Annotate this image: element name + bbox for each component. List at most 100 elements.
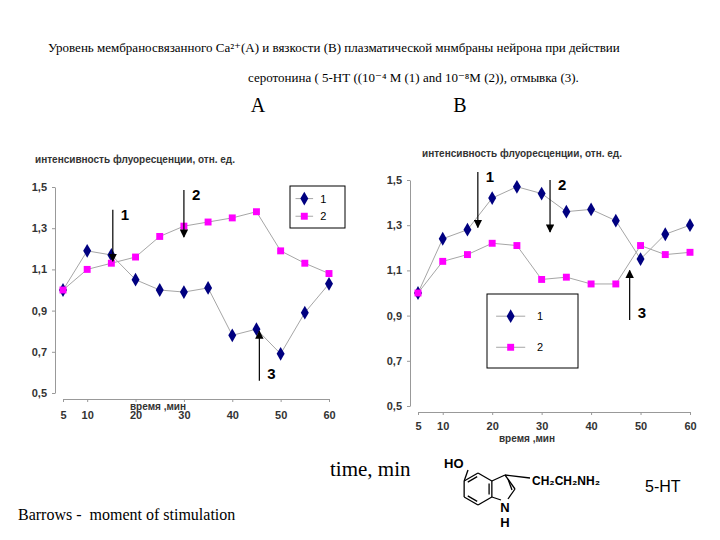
point: [687, 249, 694, 256]
bond: [491, 481, 492, 497]
x-tick: 5: [60, 399, 66, 421]
x-tick-mark: [418, 412, 419, 415]
point: [132, 254, 139, 261]
y-tick: 0,7: [32, 346, 55, 358]
y-tick-mark: [52, 393, 55, 394]
y-tick-label: 0,9: [387, 310, 402, 322]
compound-name: 5-HT: [645, 478, 681, 495]
y-tick-mark: [407, 180, 410, 181]
legend-label: 1: [537, 310, 543, 322]
x-tick-mark: [232, 399, 233, 402]
y-tick-label: 0,7: [387, 355, 402, 367]
x-tick-label: 40: [585, 420, 597, 432]
x-tick-mark: [63, 399, 64, 402]
double-bond: [468, 496, 477, 501]
arrow: [629, 270, 630, 320]
arrow: [183, 190, 184, 237]
point: [84, 266, 91, 273]
plot-area: [414, 180, 694, 300]
y-tick-mark: [52, 187, 55, 188]
x-tick-mark: [690, 412, 691, 415]
point: [588, 280, 595, 287]
bond: [508, 489, 515, 499]
x-tick-label: 30: [536, 420, 548, 432]
y-axis-line: [410, 181, 411, 407]
point: [204, 281, 212, 295]
x-axis-line: [419, 412, 691, 413]
point: [108, 260, 115, 267]
double-bond: [468, 477, 477, 482]
point: [301, 306, 309, 320]
point: [538, 276, 545, 283]
bond: [492, 475, 505, 481]
point: [253, 208, 260, 215]
point: [205, 219, 212, 226]
point: [277, 347, 285, 361]
y-tick-mark: [52, 228, 55, 229]
series-line: [63, 251, 329, 354]
y-tick-label: 1,3: [32, 222, 47, 234]
x-tick: 10: [437, 412, 449, 432]
y-tick-label: 0,9: [32, 305, 47, 317]
title: Уровень мембраносвязанного Са²⁺(А) и вяз…: [48, 40, 620, 55]
x-tick-label: 5: [415, 420, 421, 432]
bond: [478, 497, 492, 505]
legend-label: 1: [320, 193, 326, 205]
y-tick-mark: [52, 269, 55, 270]
point: [301, 260, 308, 267]
x-tick-label: 20: [130, 409, 142, 421]
y-tick-label: 1,3: [387, 219, 402, 231]
point: [463, 223, 471, 237]
x-tick: 60: [323, 399, 335, 421]
arrow-label: 3: [638, 304, 646, 321]
x-tick: 20: [130, 399, 142, 421]
slide: Уровень мембраносвязанного Са²⁺(А) и вяз…: [0, 0, 720, 540]
chart: интенсивность флуоресценции, отн. ед.вре…: [32, 154, 345, 421]
x-tick: 10: [82, 399, 94, 421]
legend-label: 2: [537, 341, 543, 353]
x-tick-label: 40: [227, 409, 239, 421]
chart: интенсивность флуоресценции, отн. ед.вре…: [387, 148, 697, 444]
x-tick-mark: [281, 399, 282, 402]
legend-box: [290, 186, 345, 228]
arrow-label: 2: [558, 176, 566, 193]
formula-chain: CH₂CH₂NH₂: [532, 474, 600, 488]
y-tick: 1,1: [32, 263, 55, 275]
point: [83, 244, 91, 258]
point: [637, 252, 645, 266]
arrow-label: 1: [121, 206, 129, 223]
legend-box: [487, 294, 578, 368]
x-tick-mark: [492, 412, 493, 415]
point: [686, 218, 694, 232]
y-tick: 1,5: [387, 174, 410, 186]
y-tick: 0,9: [32, 305, 55, 317]
x-tick-mark: [136, 399, 137, 402]
x-tick-mark: [87, 399, 88, 402]
point: [132, 273, 140, 287]
point: [325, 277, 333, 291]
bond: [464, 470, 468, 481]
point: [563, 274, 570, 281]
x-tick-label: 20: [487, 420, 499, 432]
panel-label: A: [251, 94, 266, 116]
title: серотонина ( 5-НТ ((10⁻⁴ M (1) and 10⁻⁸M…: [248, 70, 579, 85]
y-tick: 0,5: [32, 387, 55, 399]
x-tick-label: 10: [82, 409, 94, 421]
x-axis-title: время ,мин: [499, 433, 555, 444]
annotations: 123: [113, 186, 276, 382]
caption: time, min: [330, 457, 411, 481]
point: [612, 280, 619, 287]
legend: 12: [487, 294, 578, 368]
structure: HOCH₂CH₂NH₂NH: [444, 456, 600, 530]
legend-marker: [300, 192, 308, 206]
y-tick-label: 1,5: [32, 181, 47, 193]
x-tick-mark: [184, 399, 185, 402]
formula-nitrogen: N: [500, 500, 509, 515]
y-tick: 0,5: [387, 400, 410, 412]
point: [414, 286, 422, 300]
bond: [505, 475, 515, 489]
bond: [505, 475, 530, 478]
point: [59, 283, 67, 297]
point: [662, 251, 669, 258]
point: [612, 214, 620, 228]
